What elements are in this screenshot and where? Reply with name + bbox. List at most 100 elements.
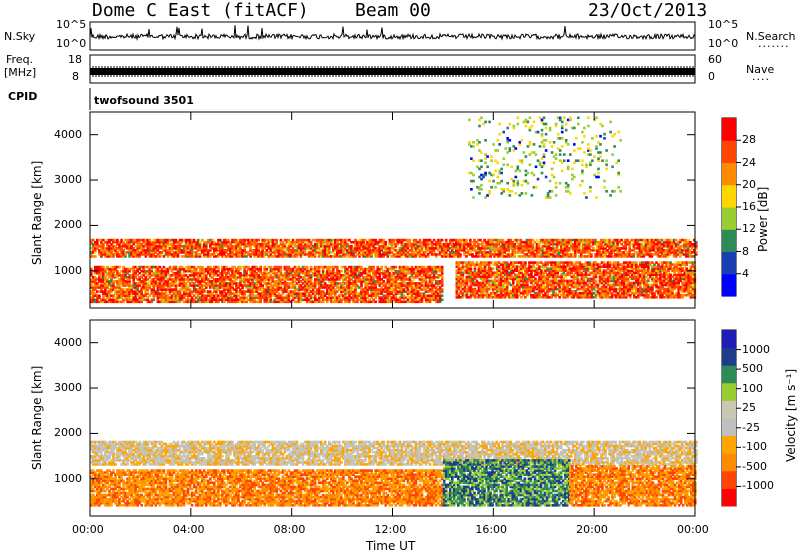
heatmap-cell	[213, 274, 216, 277]
heatmap-cell	[198, 296, 202, 299]
heatmap-cell	[267, 265, 271, 269]
heatmap-cell	[198, 265, 202, 269]
heatmap-cell	[402, 300, 406, 304]
heatmap-cell	[366, 282, 369, 285]
heatmap-cell	[215, 284, 218, 287]
heatmap-cell	[309, 269, 313, 273]
heatmap-cell	[430, 276, 434, 279]
heatmap-cell	[98, 271, 101, 275]
heatmap-cell	[182, 269, 186, 273]
heatmap-cell	[384, 269, 387, 273]
heatmap-cell	[174, 288, 178, 291]
heatmap-cell	[344, 282, 347, 285]
heatmap-cell	[279, 296, 283, 299]
heatmap-cell	[138, 300, 141, 304]
heatmap-cell	[138, 282, 141, 285]
heatmap-cell	[420, 271, 424, 275]
heatmap-cell	[366, 300, 369, 304]
heatmap-cell	[225, 284, 228, 287]
heatmap-cell	[172, 274, 176, 277]
heatmap-cell	[150, 278, 154, 281]
heatmap-cell	[336, 286, 339, 289]
heatmap-cell	[233, 296, 236, 299]
heatmap-cell	[170, 278, 174, 281]
heatmap-cell	[344, 274, 347, 277]
heatmap-cell	[289, 292, 293, 295]
heatmap-cell	[261, 274, 264, 277]
heatmap-cell	[410, 265, 414, 269]
heatmap-cell	[287, 274, 291, 277]
heatmap-cell	[293, 271, 297, 275]
heatmap-cell	[94, 282, 97, 285]
heatmap-cell	[170, 280, 174, 283]
heatmap-cell	[406, 269, 410, 273]
heatmap-cell	[390, 265, 394, 269]
heatmap-cell	[364, 298, 367, 302]
heatmap-cell	[166, 278, 170, 281]
heatmap-cell	[116, 269, 119, 273]
heatmap-cell	[146, 286, 150, 289]
heatmap-cell	[422, 274, 426, 277]
heatmap-cell	[291, 280, 295, 283]
heatmap-cell	[273, 290, 277, 293]
heatmap-cell	[332, 296, 335, 299]
heatmap-cell	[319, 284, 323, 287]
heatmap-cell	[269, 278, 273, 281]
heatmap-cell	[326, 276, 329, 279]
heatmap-cell	[249, 271, 252, 275]
heatmap-cell	[352, 271, 355, 275]
heatmap-cell	[323, 286, 327, 289]
heatmap-cell	[390, 280, 394, 283]
heatmap-cell	[303, 296, 307, 299]
heatmap-cell	[303, 280, 307, 283]
heatmap-cell	[388, 300, 392, 304]
heatmap-cell	[108, 271, 111, 275]
heatmap-cell	[257, 296, 260, 299]
heatmap-cell	[184, 274, 188, 277]
heatmap-cell	[275, 300, 279, 304]
heatmap-cell	[293, 290, 297, 293]
heatmap-cell	[319, 286, 323, 289]
heatmap-cell	[90, 300, 93, 304]
heatmap-cell	[319, 296, 323, 299]
heatmap-cell	[148, 294, 152, 297]
heatmap-cell	[243, 267, 246, 271]
heatmap-cell	[336, 267, 339, 271]
heatmap-cell	[277, 282, 281, 285]
heatmap-cell	[430, 267, 434, 271]
heatmap-cell	[122, 269, 125, 273]
heatmap-cell	[285, 300, 289, 304]
heatmap-cell	[317, 271, 321, 275]
heatmap-cell	[239, 265, 242, 269]
heatmap-cell	[154, 294, 158, 297]
heatmap-cell	[243, 292, 246, 295]
heatmap-cell	[134, 292, 137, 295]
heatmap-cell	[396, 286, 400, 289]
heatmap-cell	[215, 290, 218, 293]
heatmap-cell	[162, 269, 166, 273]
heatmap-cell	[430, 265, 434, 269]
heatmap-cell	[400, 284, 404, 287]
heatmap-cell	[402, 278, 406, 281]
heatmap-cell	[227, 296, 230, 299]
heatmap-cell	[374, 286, 377, 289]
heatmap-cell	[362, 271, 365, 275]
heatmap-cell	[188, 269, 192, 273]
heatmap-cell	[211, 298, 214, 302]
heatmap-cell	[223, 294, 226, 297]
heatmap-cell	[249, 274, 252, 277]
heatmap-cell	[434, 292, 438, 295]
heatmap-cell	[116, 282, 119, 285]
heatmap-cell	[408, 267, 412, 271]
heatmap-cell	[271, 284, 275, 287]
heatmap-cell	[253, 271, 256, 275]
heatmap-cell	[390, 278, 394, 281]
heatmap-cell	[211, 271, 214, 275]
heatmap-cell	[263, 288, 266, 291]
heatmap-cell	[156, 284, 160, 287]
heatmap-cell	[130, 298, 133, 302]
heatmap-cell	[98, 276, 101, 279]
heatmap-cell	[330, 290, 333, 293]
heatmap-cell	[241, 265, 244, 269]
heatmap-cell	[106, 294, 109, 297]
